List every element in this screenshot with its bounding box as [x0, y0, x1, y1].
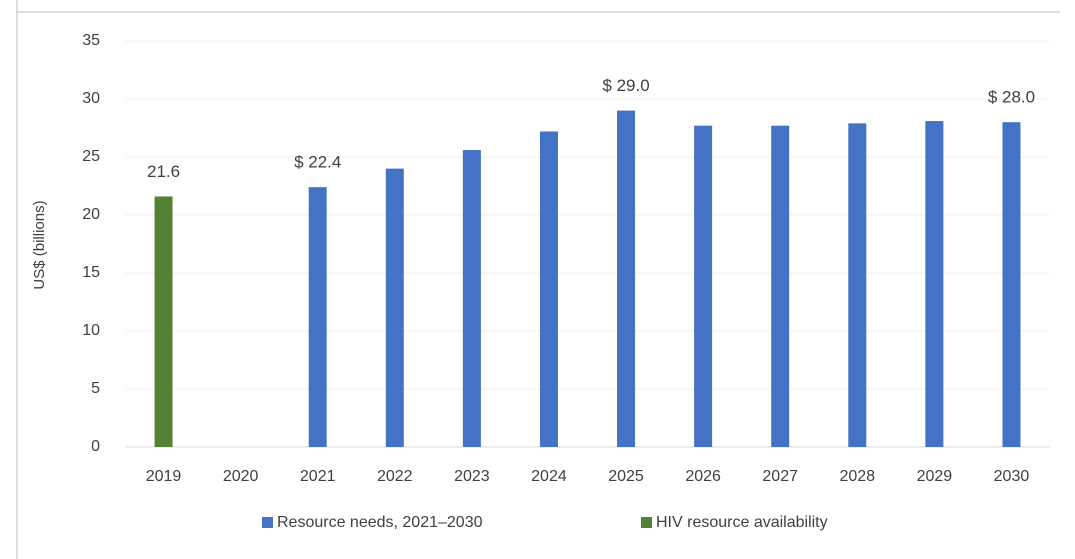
y-tick-label: 5	[91, 380, 100, 397]
bar	[771, 125, 790, 448]
x-tick-label: 2027	[762, 468, 798, 485]
x-tick-label: 2022	[377, 468, 413, 485]
y-tick-label: 30	[82, 90, 100, 107]
data-label: 21.6	[147, 162, 180, 181]
x-tick-label: 2020	[223, 468, 259, 485]
legend-label: HIV resource availability	[656, 514, 828, 531]
bar	[925, 121, 944, 447]
y-tick-label: 0	[91, 438, 100, 455]
y-tick-label: 20	[82, 206, 100, 223]
data-label: $ 29.0	[602, 76, 649, 95]
x-tick-label: 2025	[608, 468, 644, 485]
x-tick-label: 2019	[146, 468, 182, 485]
bar	[539, 131, 558, 448]
legend-label: Resource needs, 2021–2030	[277, 514, 483, 531]
bar	[308, 187, 327, 447]
y-tick-label: 10	[82, 322, 100, 339]
x-tick-label: 2021	[300, 468, 336, 485]
y-tick-label: 15	[82, 264, 100, 281]
bar	[462, 150, 481, 448]
data-label: $ 28.0	[988, 88, 1035, 107]
y-tick-label: 25	[82, 148, 100, 165]
x-tick-label: 2029	[917, 468, 953, 485]
legend-swatch	[262, 517, 273, 528]
y-tick-label: 35	[82, 32, 100, 49]
x-tick-label: 2030	[994, 468, 1030, 485]
bar	[1002, 122, 1021, 447]
bar	[154, 196, 173, 447]
bar	[617, 110, 636, 447]
bar	[848, 123, 867, 448]
x-tick-label: 2026	[685, 468, 721, 485]
x-tick-label: 2024	[531, 468, 567, 485]
legend-swatch	[641, 517, 652, 528]
bar	[694, 125, 713, 448]
x-tick-label: 2023	[454, 468, 490, 485]
bar	[385, 168, 404, 447]
data-label: $ 22.4	[294, 153, 341, 172]
x-tick-label: 2028	[839, 468, 875, 485]
y-axis-label: US$ (billions)	[31, 200, 48, 289]
